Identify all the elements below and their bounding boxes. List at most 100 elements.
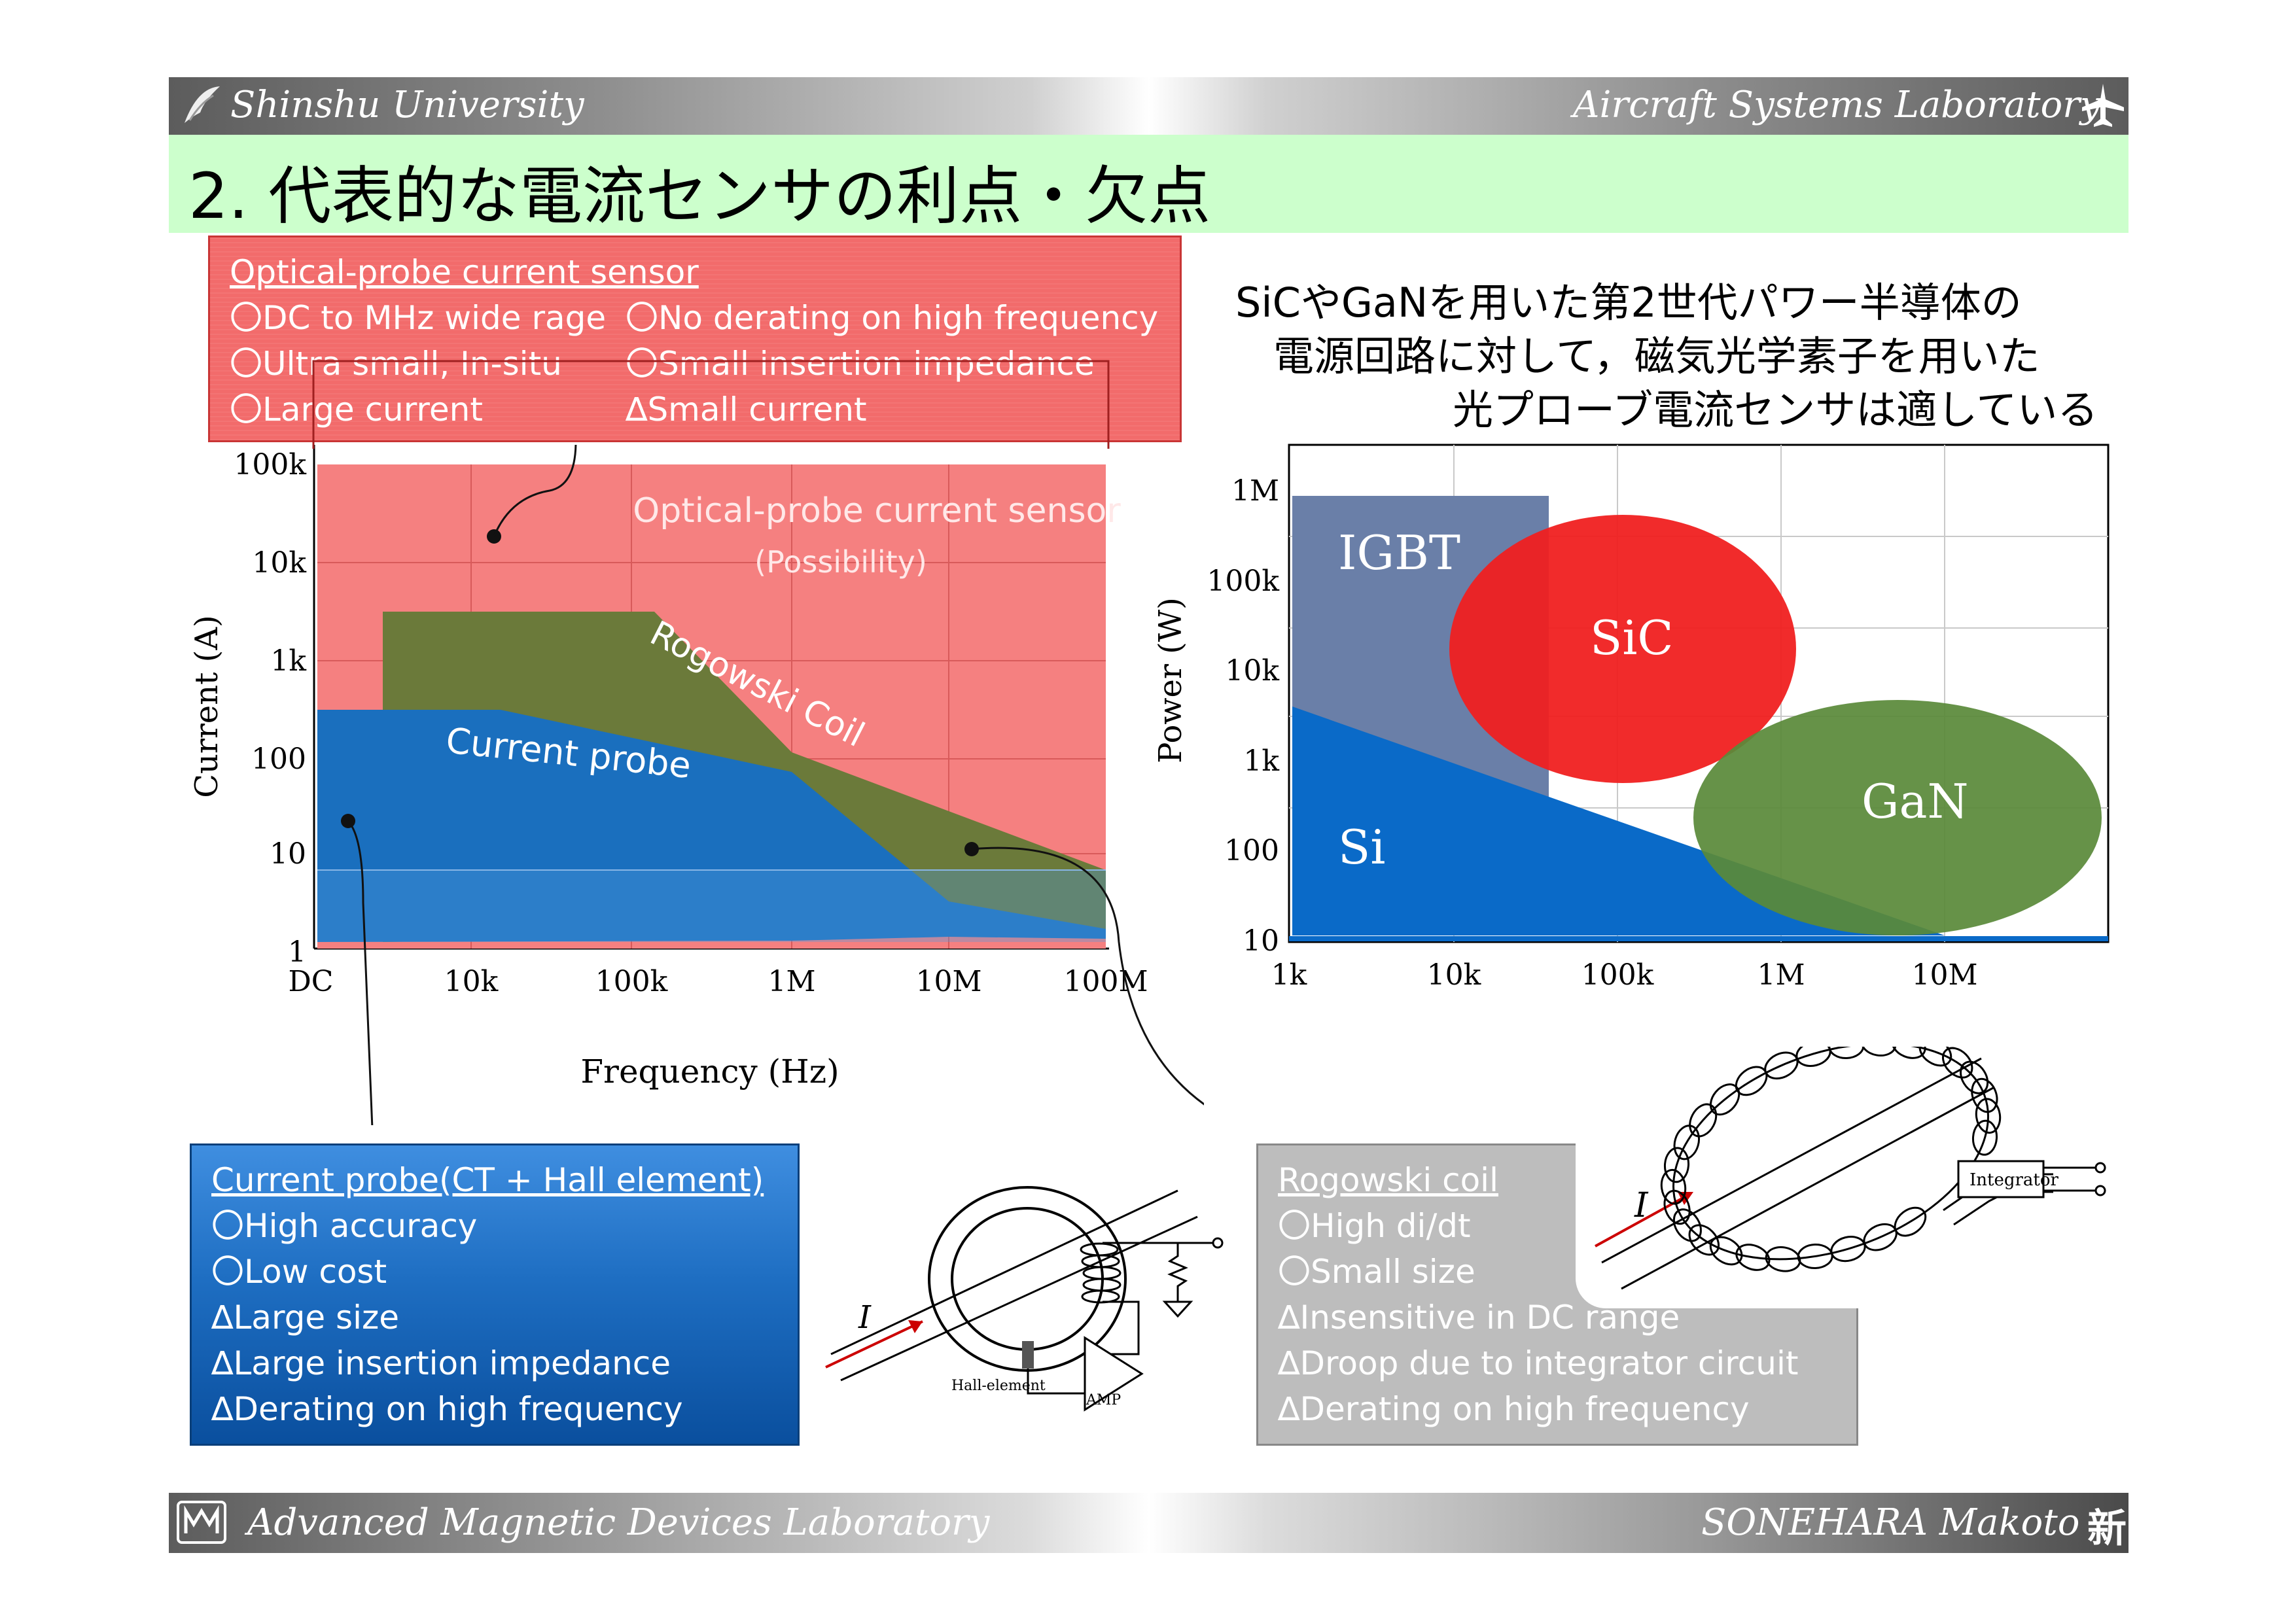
probe-pointer-line: [347, 820, 374, 1125]
coil-turn: [1971, 1077, 1998, 1113]
x-tick-label: 100k: [595, 965, 668, 998]
power-frequency-chart: 1M 100k 10k 1k 100 10 1k 10k 100k 1M 10M…: [1152, 444, 2110, 992]
hall-element: [1022, 1341, 1034, 1369]
coil-turn: [1960, 1060, 1989, 1094]
rogowski-box-heading: Rogowski coil: [1278, 1161, 1498, 1199]
x-tick-label: 1M: [1757, 958, 1805, 992]
si-label: Si: [1338, 820, 1385, 875]
footer-bar: [169, 1493, 2128, 1553]
hall-element-label: Hall-element: [951, 1378, 1046, 1394]
probe-lower-band: [317, 870, 1106, 942]
y-tick-label: 1k: [270, 644, 306, 678]
optical-advantage: 〇Ultra small, In-situ: [230, 345, 562, 383]
current-probe-box: Current probe(CT + Hall element) 〇High a…: [190, 1143, 800, 1474]
rogowski-item: ∆Droop due to integrator circuit: [1278, 1344, 1799, 1382]
y-tick-label: 100: [251, 742, 306, 776]
page-title: 2. 代表的な電流センサの利点・欠点: [188, 160, 1211, 233]
coil-turn: [1941, 1047, 1973, 1079]
coil-turn: [1709, 1236, 1743, 1266]
coil-turn: [1660, 1168, 1687, 1205]
x-tick-label: 1k: [1271, 958, 1307, 992]
amp-icon: [1084, 1336, 1144, 1412]
author-seal: 新: [2087, 1506, 2127, 1552]
statement-line-3: 光プローブ電流センサは適している: [1453, 386, 2098, 434]
y-tick-label: 100: [1224, 834, 1279, 867]
current-arrow: [825, 1320, 923, 1369]
current-probe-item: 〇Low cost: [211, 1253, 387, 1291]
coil-turn: [1971, 1119, 1998, 1156]
current-probe-item: ∆Derating on high frequency range: [211, 1390, 683, 1474]
x-axis-label: Frequency (Hz): [580, 1053, 839, 1091]
coil-turns: [1660, 1047, 2002, 1272]
y-tick-label: 1: [288, 935, 306, 969]
sic-region: [1449, 515, 1796, 783]
rogowski-item: 〇High di/dt: [1278, 1207, 1471, 1245]
optical-box-heading: Optical-probe current sensor: [230, 253, 699, 291]
rogowski-item: ∆Derating on high frequency range: [1278, 1390, 1750, 1474]
y-tick-label: 10k: [252, 546, 306, 580]
probe-current-label: I: [858, 1299, 872, 1336]
igbt-label: IGBT: [1338, 525, 1460, 580]
optical-pointer-line: [493, 445, 577, 537]
optical-region-sublabel: (Possibility): [754, 544, 927, 580]
y-tick-label: 10k: [1225, 654, 1279, 688]
optical-region-label: Optical-probe current sensor: [633, 491, 1121, 531]
rogowski-coil-diagram: I Integrator: [1595, 1047, 2106, 1290]
sic-label: SiC: [1590, 610, 1673, 665]
y-tick-label: 1M: [1231, 474, 1279, 508]
integrator-box: [1957, 1160, 2045, 1198]
coil-turn: [1672, 1208, 1702, 1242]
resistor-icon: [1167, 1243, 1188, 1302]
coil-turn: [1735, 1244, 1771, 1271]
airplane-icon: [2079, 81, 2127, 128]
output-terminal: [2094, 1162, 2106, 1174]
y-axis-label: Power (W): [1152, 597, 1189, 763]
coil-turn: [1688, 1224, 1720, 1256]
current-probe-region: [317, 710, 1106, 942]
frequency-current-chart: 100k 10k 1k 100 10 1 DC 10k 100k 1M 10M …: [188, 445, 1204, 1125]
x-tick-label: 1M: [768, 965, 815, 998]
output-terminal: [2094, 1185, 2106, 1196]
current-probe-item: 〇High accuracy: [211, 1207, 478, 1245]
optical-advantage: 〇DC to MHz wide rage: [230, 299, 607, 337]
optical-advantage: 〇Small insertion impedance: [626, 345, 1095, 383]
x-tick-label: 100k: [1581, 958, 1654, 992]
current-probe-box-heading: Current probe(CT + Hall element): [211, 1161, 764, 1199]
statement-line-2: 電源回路に対して，磁気光学素子を用いた: [1273, 332, 2040, 380]
x-tick-label: DC: [289, 965, 334, 998]
x-tick-label: 10k: [1427, 958, 1481, 992]
footer-author: SONEHARA Makoto: [1701, 1501, 2080, 1544]
coil-turn: [1891, 1047, 1926, 1059]
y-axis-label: Current (A): [188, 615, 225, 798]
coil-turn: [1663, 1189, 1691, 1225]
y-tick-label: 10: [270, 837, 306, 871]
rogowski-current-label: I: [1634, 1186, 1649, 1225]
coil-turn: [1918, 1047, 1952, 1067]
footer-lab: Advanced Magnetic Devices Laboratory: [247, 1501, 990, 1544]
current-probe-diagram: I AMP Hall-element: [825, 1186, 1224, 1412]
amp-label: AMP: [1086, 1392, 1121, 1408]
gan-label: GaN: [1862, 774, 1968, 829]
x-tick-label: 10k: [444, 965, 499, 998]
coil-turn: [1860, 1047, 1897, 1056]
optical-advantage: 〇Large current: [230, 391, 483, 428]
optical-advantage: 〇No derating on high frequency: [626, 299, 1159, 337]
optical-sensor-box: Optical-probe current sensor 〇DC to MHz …: [208, 236, 1182, 442]
ct-winding: [1080, 1242, 1122, 1304]
header-lab: Aircraft Systems Laboratory: [1573, 84, 2101, 126]
y-tick-label: 100k: [234, 448, 306, 481]
header-university: Shinshu University: [230, 84, 584, 126]
current-probe-item: ∆Large insertion impedance: [211, 1344, 671, 1382]
current-probe-item: ∆Large size: [211, 1299, 399, 1336]
coil-turn: [1663, 1147, 1690, 1183]
y-tick-label: 10: [1243, 924, 1279, 958]
gan-region: [1693, 700, 2102, 935]
rogowski-item: 〇Small size: [1278, 1253, 1475, 1291]
rogowski-diagram-card: [1576, 1047, 2145, 1308]
x-tick-label: 10M: [1911, 958, 1977, 992]
y-tick-label: 100k: [1207, 565, 1279, 598]
university-logo-icon: [178, 81, 224, 130]
coil-turn: [1828, 1047, 1865, 1060]
optical-disadvantage: ∆Small current: [626, 391, 867, 428]
header-bar: [169, 77, 2128, 135]
